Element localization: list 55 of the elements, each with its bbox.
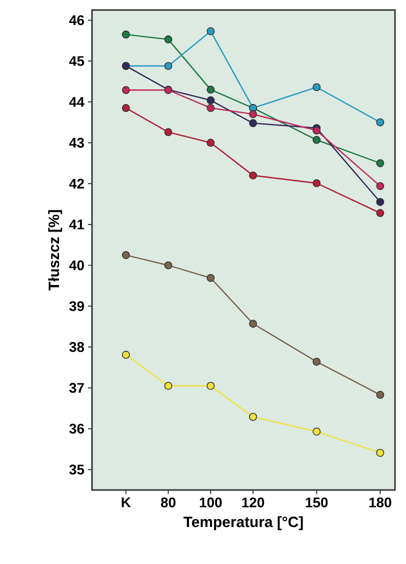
point	[122, 350, 130, 359]
y-tick-label: 42	[69, 178, 84, 188]
point	[122, 30, 130, 38]
point	[206, 96, 215, 104]
y-tick-label: 37	[69, 382, 84, 393]
y-tick-label: 35	[69, 464, 84, 475]
point	[376, 159, 384, 168]
x-axis-title: Temperatura [°C]	[184, 516, 303, 530]
point	[376, 198, 384, 206]
point	[122, 104, 130, 112]
point	[164, 128, 172, 136]
y-tick-label: 40	[69, 260, 84, 270]
point	[312, 428, 321, 436]
y-tick-label: 44	[69, 97, 84, 107]
x-tick-label: 180	[369, 498, 392, 508]
point	[164, 261, 172, 270]
point	[376, 448, 384, 457]
x-tick-label: K	[122, 498, 131, 508]
x-tick-label: 80	[160, 498, 176, 508]
point	[122, 86, 130, 94]
y-tick-label: 41	[69, 220, 84, 230]
y-axis-title: Tłuszcz [%]	[48, 210, 62, 291]
point	[249, 171, 258, 180]
y-tick-label: 38	[69, 342, 84, 352]
y-tick-label: 39	[69, 301, 84, 312]
point	[164, 62, 172, 70]
point	[164, 382, 172, 390]
point	[206, 274, 215, 282]
point	[312, 126, 321, 134]
x-tick-label: 100	[200, 498, 222, 508]
y-tick-label: 45	[69, 56, 84, 66]
point	[249, 320, 258, 328]
point	[249, 119, 258, 128]
x-tick-label: 120	[242, 498, 264, 508]
point	[312, 136, 321, 144]
y-tick-label: 46	[69, 15, 84, 26]
point	[249, 110, 258, 118]
point	[376, 390, 384, 399]
point	[376, 182, 384, 190]
point	[312, 179, 321, 188]
point	[312, 358, 321, 366]
point	[206, 104, 215, 112]
point	[249, 412, 258, 421]
point	[206, 138, 215, 147]
point	[312, 83, 321, 92]
x-tick-label: 150	[306, 498, 328, 508]
point	[376, 209, 384, 218]
point	[376, 118, 384, 126]
point	[206, 382, 215, 390]
y-tick-label: 36	[69, 424, 84, 434]
y-tick-label: 43	[69, 138, 84, 148]
point	[122, 251, 130, 260]
point	[206, 27, 215, 36]
point	[206, 86, 215, 94]
point	[164, 35, 172, 44]
